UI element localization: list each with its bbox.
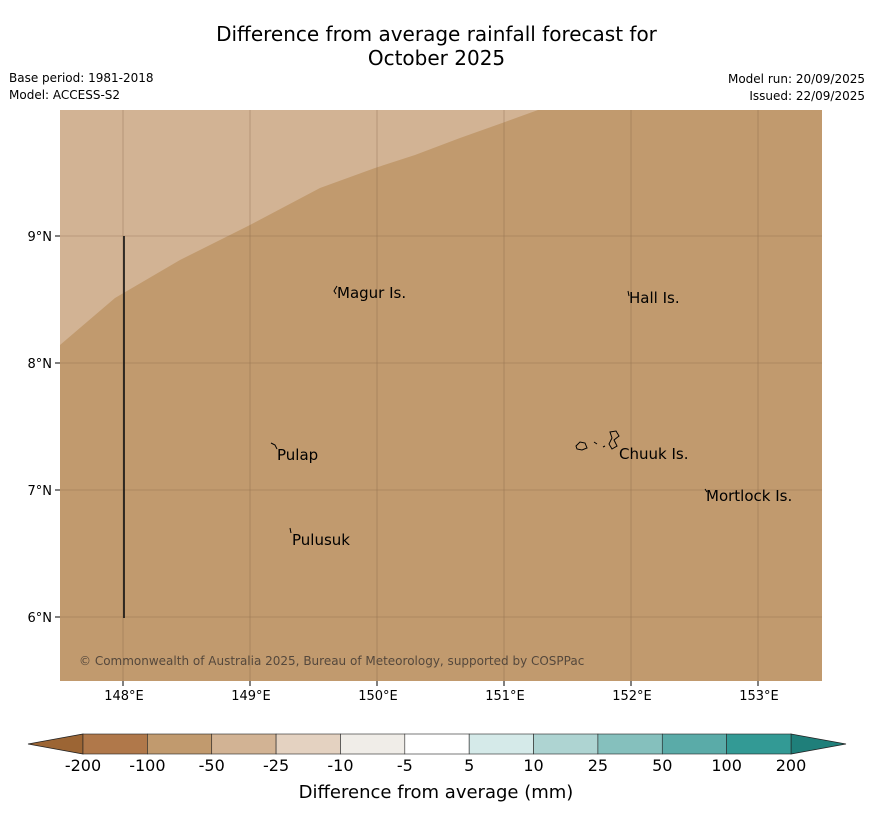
colorbar-cell	[726, 733, 792, 755]
colorbar-label: -10	[327, 756, 353, 775]
lon-label-150e: 150°E	[358, 689, 398, 704]
model-run: Model run: 20/09/2025	[727, 72, 865, 86]
lat-label-7n: 7°N	[28, 484, 53, 499]
colorbar-cell	[82, 733, 148, 755]
colorbar-cells	[82, 733, 792, 755]
gridlines	[60, 110, 822, 681]
colorbar-labels: -200 -100 -50 -25 -10 -5 5 10 25 50 100 200	[65, 756, 806, 775]
colorbar-cell	[468, 733, 534, 755]
colorbar-label: -5	[397, 756, 413, 775]
lon-label-153e: 153°E	[739, 689, 779, 704]
colorbar-label: 25	[588, 756, 608, 775]
colorbar-extend-low	[27, 733, 84, 755]
rainfall-region-lighter	[60, 110, 538, 345]
island-label-magur: Magur Is.	[337, 284, 406, 302]
colorbar-cell	[275, 733, 341, 755]
colorbar-cell	[211, 733, 277, 755]
colorbar-cell	[340, 733, 406, 755]
model-name: Model: ACCESS-S2	[9, 88, 121, 102]
colorbar-title: Difference from average (mm)	[299, 782, 574, 803]
longitude-axis: 148°E 149°E 150°E 151°E 152°E 153°E	[104, 681, 779, 704]
map-panel: Magur Is. Hall Is. Pulap Chuuk Is. Mortl…	[60, 110, 822, 681]
lon-label-152e: 152°E	[612, 689, 652, 704]
colorbar-cell	[661, 733, 727, 755]
island-label-pulusuk: Pulusuk	[292, 531, 350, 549]
base-period: Base period: 1981-2018	[9, 71, 154, 85]
island-label-mortlock: Mortlock Is.	[706, 487, 792, 505]
chuuk-outline-west	[575, 441, 588, 451]
map-title: Difference from average rainfall forecas…	[0, 22, 873, 70]
island-label-chuuk: Chuuk Is.	[619, 445, 688, 463]
copyright-notice: © Commonwealth of Australia 2025, Bureau…	[79, 654, 584, 668]
colorbar-cell	[533, 733, 599, 755]
colorbar-label: -50	[199, 756, 225, 775]
colorbar: -200 -100 -50 -25 -10 -5 5 10 25 50 100 200 Differe…	[27, 733, 847, 803]
meta-right: Model run: 20/09/2025 Issued: 22/09/2025	[728, 71, 865, 105]
pulusuk-outline	[289, 527, 292, 534]
lat-label-8n: 8°N	[28, 357, 53, 372]
lat-label-9n: 9°N	[28, 230, 53, 245]
colorbar-cell	[404, 733, 470, 755]
pulap-outline	[270, 442, 278, 450]
colorbar-cell	[597, 733, 663, 755]
lon-label-149e: 149°E	[231, 689, 271, 704]
colorbar-label: -25	[263, 756, 289, 775]
hall-outline	[627, 290, 630, 297]
colorbar-label: 10	[523, 756, 543, 775]
island-label-pulap: Pulap	[277, 446, 318, 464]
colorbar-label: -200	[65, 756, 101, 775]
lon-label-151e: 151°E	[485, 689, 525, 704]
latitude-axis: 9°N 8°N 7°N 6°N	[28, 230, 60, 626]
chuuk-outline-east	[593, 430, 620, 450]
island-label-hall: Hall Is.	[629, 289, 680, 307]
meta-left: Base period: 1981-2018 Model: ACCESS-S2	[9, 70, 154, 104]
lat-label-6n: 6°N	[28, 611, 53, 626]
map-title-line2: October 2025	[367, 46, 506, 70]
colorbar-extend-high	[790, 733, 847, 755]
magur-outline	[333, 285, 338, 295]
mortlock-outline	[704, 488, 708, 493]
colorbar-label: -100	[129, 756, 165, 775]
map-title-line1: Difference from average rainfall forecas…	[216, 22, 657, 46]
colorbar-label: 50	[652, 756, 672, 775]
lon-label-148e: 148°E	[104, 689, 144, 704]
colorbar-label: 100	[711, 756, 742, 775]
colorbar-label: 200	[776, 756, 807, 775]
colorbar-label: 5	[464, 756, 474, 775]
island-outlines	[270, 285, 708, 534]
issued-date: Issued: 22/09/2025	[749, 89, 865, 103]
colorbar-cell	[147, 733, 213, 755]
